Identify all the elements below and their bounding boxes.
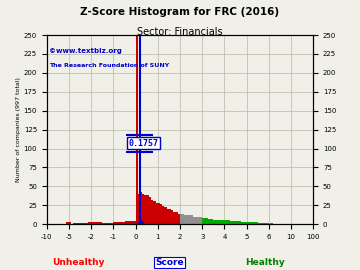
Text: Healthy: Healthy [246,258,285,267]
Bar [149,197,151,224]
Text: Sector: Financials: Sector: Financials [137,27,223,37]
Y-axis label: Number of companies (997 total): Number of companies (997 total) [16,77,21,182]
Bar [113,222,125,224]
Bar [180,214,184,224]
Bar [213,220,219,224]
Bar [147,195,149,224]
Bar [258,222,263,224]
Bar [80,222,87,224]
Bar [173,212,176,224]
Bar [125,221,136,224]
Bar [162,206,165,224]
Bar [151,200,153,224]
Bar [202,218,208,224]
Bar [263,222,269,224]
Bar [171,211,173,224]
Bar [73,222,80,224]
Bar [184,215,189,224]
Bar [136,35,138,224]
Bar [241,222,247,224]
Bar [176,212,178,224]
Text: Score: Score [155,258,184,267]
Text: ©www.textbiz.org: ©www.textbiz.org [49,48,122,54]
Bar [208,219,213,224]
Bar [102,222,113,224]
Bar [142,194,144,224]
Bar [270,222,273,224]
Bar [247,222,252,224]
Bar [178,214,180,224]
Bar [252,222,258,224]
Text: Unhealthy: Unhealthy [53,258,105,267]
Bar [158,203,160,224]
Bar [68,222,71,224]
Bar [169,209,171,224]
Bar [140,192,142,224]
Text: The Research Foundation of SUNY: The Research Foundation of SUNY [49,63,170,69]
Text: Z-Score Histogram for FRC (2016): Z-Score Histogram for FRC (2016) [80,7,280,17]
Bar [219,220,224,224]
Bar [235,221,241,224]
Bar [198,217,202,224]
Bar [165,207,167,224]
Bar [91,222,102,224]
Text: 0.1757: 0.1757 [129,139,158,148]
Bar [167,209,169,224]
Bar [160,204,162,224]
Bar [87,222,91,224]
Bar [193,217,198,224]
Bar [189,215,193,224]
Bar [230,221,235,224]
Bar [153,201,156,224]
Bar [144,195,147,224]
Bar [66,222,68,224]
Bar [156,203,158,224]
Bar [138,194,140,224]
Bar [224,220,230,224]
